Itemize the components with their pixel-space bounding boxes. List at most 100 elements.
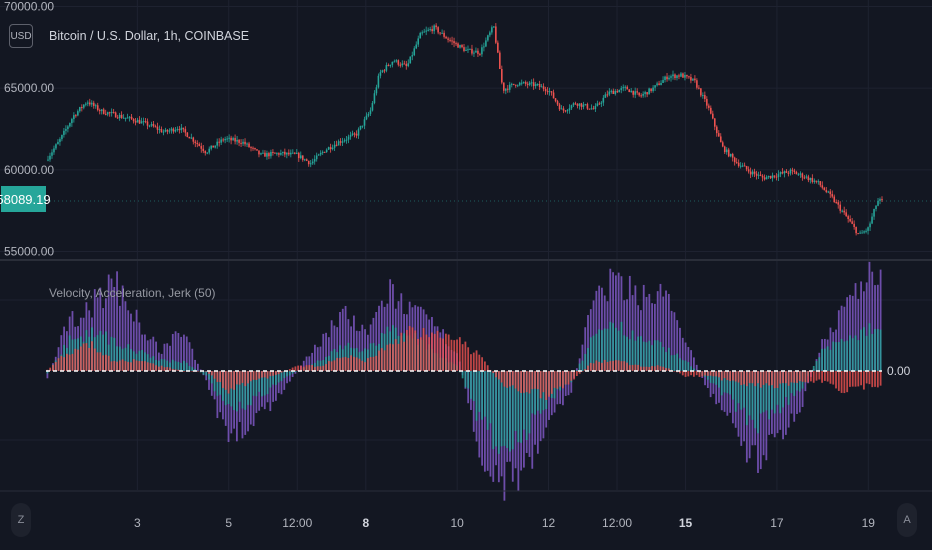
- candle-body: [152, 124, 155, 127]
- velocity-bar: [681, 337, 684, 371]
- velocity-bar: [169, 345, 171, 371]
- jerk-bar: [311, 365, 314, 371]
- acceleration-bar: [163, 359, 166, 371]
- candle-body: [71, 119, 73, 124]
- jerk-bar: [255, 371, 258, 381]
- jerk-bar: [403, 341, 405, 371]
- jerk-bar: [247, 371, 249, 384]
- candle-body: [542, 86, 545, 90]
- candle-body: [729, 153, 732, 157]
- candle-body: [510, 83, 513, 85]
- acceleration-bar: [614, 327, 617, 371]
- candle-body: [331, 147, 334, 150]
- jerk-bar: [562, 371, 564, 389]
- acceleration-bar: [286, 371, 288, 377]
- candle-body: [548, 91, 551, 93]
- jerk-bar: [709, 371, 712, 376]
- acceleration-bar: [364, 348, 366, 371]
- candle-body: [473, 52, 475, 54]
- candle-body: [447, 38, 449, 40]
- candle-body: [136, 119, 139, 123]
- candle-body: [347, 136, 350, 140]
- currency-button[interactable]: USD: [9, 24, 33, 48]
- candle-body: [839, 204, 841, 211]
- jerk-bar: [589, 362, 592, 371]
- price-tick-label: 60000.00: [4, 163, 54, 177]
- acceleration-bar: [127, 344, 130, 371]
- candle-body: [813, 180, 816, 182]
- candle-body: [120, 114, 123, 118]
- jerk-bar: [486, 365, 489, 371]
- acceleration-bar: [709, 371, 712, 383]
- velocity-bar: [684, 342, 687, 371]
- acceleration-bar: [191, 367, 194, 371]
- jerk-bar: [865, 371, 868, 384]
- candle-body: [678, 75, 680, 77]
- candle-body: [184, 129, 187, 133]
- jerk-bar: [68, 354, 71, 371]
- jerk-bar: [171, 369, 174, 371]
- acceleration-bar: [648, 340, 651, 371]
- jerk-bar: [874, 371, 876, 387]
- acceleration-bar: [492, 371, 495, 450]
- velocity-bar: [851, 295, 854, 371]
- jerk-bar: [578, 371, 581, 374]
- acceleration-bar: [754, 371, 757, 429]
- jerk-bar: [500, 371, 503, 383]
- candle-body: [288, 152, 290, 155]
- acceleration-bar: [592, 335, 595, 371]
- candle-body: [134, 121, 137, 123]
- velocity-bar: [484, 371, 486, 472]
- candle-body: [309, 163, 312, 165]
- acceleration-bar: [673, 354, 676, 371]
- velocity-bar: [110, 278, 113, 371]
- jerk-bar: [305, 365, 308, 371]
- candle-body: [815, 180, 818, 182]
- candle-body: [714, 118, 716, 127]
- acceleration-bar: [169, 362, 171, 371]
- candle-body: [528, 82, 531, 85]
- velocity-bar: [272, 371, 275, 402]
- velocity-bar: [868, 261, 871, 371]
- candle-body: [706, 98, 708, 106]
- jerk-bar: [732, 371, 734, 381]
- candle-body: [417, 38, 420, 45]
- jerk-bar: [107, 355, 110, 371]
- candle-body: [421, 32, 423, 34]
- candle-body: [395, 60, 398, 62]
- candle-body: [586, 104, 589, 109]
- candle-body: [576, 104, 579, 106]
- jerk-bar: [681, 371, 684, 376]
- candle-body: [106, 112, 109, 115]
- candle-body: [698, 87, 700, 89]
- candle-body: [743, 165, 746, 167]
- candle-body: [520, 82, 523, 84]
- candle-body: [190, 137, 193, 139]
- indicator-histogram: [46, 261, 882, 501]
- auto-scale-button[interactable]: A: [897, 503, 917, 537]
- acceleration-bar: [509, 371, 511, 452]
- candle-body: [781, 172, 784, 174]
- candle-body: [224, 138, 226, 141]
- time-zoom-left-button[interactable]: Z: [11, 503, 31, 537]
- candle-body: [863, 231, 865, 233]
- acceleration-bar: [202, 371, 205, 375]
- candle-body: [499, 52, 501, 69]
- candle-body: [634, 91, 636, 95]
- jerk-bar: [765, 371, 768, 384]
- acceleration-bar: [642, 341, 645, 371]
- acceleration-bar: [826, 346, 829, 371]
- jerk-bar: [723, 371, 726, 379]
- acceleration-bar: [534, 371, 536, 415]
- candle-body: [588, 108, 591, 110]
- velocity-bar: [163, 343, 166, 371]
- jerk-bar: [801, 371, 804, 382]
- jerk-bar: [467, 347, 470, 371]
- candle-body: [606, 94, 609, 96]
- candle-body: [168, 130, 171, 132]
- acceleration-bar: [589, 337, 592, 371]
- candle-body: [361, 125, 364, 127]
- last-price-badge: 58089.19: [0, 186, 51, 212]
- acceleration-bar: [180, 362, 183, 371]
